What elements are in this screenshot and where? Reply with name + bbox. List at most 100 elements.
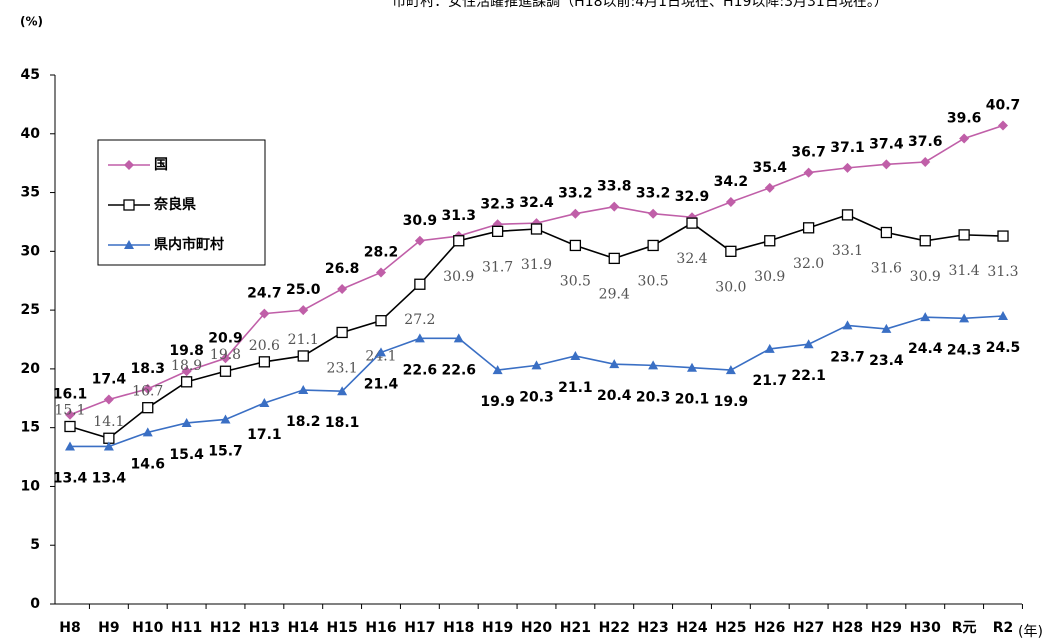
value-label: 32.4: [519, 195, 554, 211]
marker: [124, 240, 134, 249]
marker: [570, 208, 581, 219]
x-tick-label: H29: [871, 620, 902, 636]
marker: [220, 353, 231, 364]
value-label: 21.1: [558, 380, 593, 396]
x-tick-label: H16: [365, 620, 396, 636]
value-label: 17.1: [247, 427, 282, 443]
value-label: 31.9: [521, 257, 552, 273]
value-label: 23.1: [327, 360, 358, 376]
marker: [297, 350, 309, 362]
value-label: 15.1: [54, 402, 85, 418]
value-label: 19.8: [210, 347, 241, 363]
value-label: 33.2: [636, 186, 671, 202]
value-label: 24.5: [986, 340, 1021, 356]
marker: [103, 394, 114, 405]
marker: [686, 217, 698, 229]
value-label: 16.1: [53, 387, 88, 403]
marker: [609, 201, 620, 212]
y-tick-label: 40: [21, 126, 41, 142]
marker: [920, 312, 931, 322]
marker: [142, 402, 154, 414]
value-label: 24.7: [247, 286, 282, 302]
value-label: 15.7: [208, 443, 243, 459]
value-label: 32.4: [676, 251, 707, 267]
marker: [65, 441, 75, 451]
x-tick-label: H27: [793, 620, 824, 636]
marker: [376, 267, 386, 278]
value-label: 20.9: [208, 330, 243, 346]
marker: [298, 385, 309, 395]
x-tick-label: H11: [171, 620, 202, 636]
y-tick-label: 20: [21, 361, 41, 377]
chart-subtitle: 市町村：女性活躍推進課調（H18以前:4月1日現在、H19以降:3月31日現在。…: [392, 0, 888, 10]
x-tick-label: H24: [676, 620, 707, 636]
value-label: 31.3: [441, 208, 476, 224]
marker: [123, 199, 135, 211]
value-label: 33.2: [558, 186, 593, 202]
x-tick-label: H14: [288, 620, 319, 636]
value-label: 39.6: [947, 110, 982, 126]
marker: [842, 162, 853, 173]
marker: [336, 326, 348, 339]
x-unit: (年): [1018, 624, 1043, 640]
marker: [919, 235, 931, 247]
value-label: 31.6: [871, 261, 902, 277]
y-tick-label: 35: [21, 185, 40, 201]
marker: [531, 360, 542, 370]
value-label: 20.4: [597, 388, 632, 404]
marker: [414, 333, 425, 343]
value-label: 33.8: [597, 179, 632, 195]
marker: [648, 360, 659, 370]
value-label: 33.1: [832, 243, 863, 259]
marker: [570, 350, 581, 360]
value-label: 15.4: [169, 447, 204, 463]
marker: [764, 343, 775, 353]
value-label: 21.7: [752, 373, 787, 389]
marker: [142, 427, 153, 437]
x-tick-label: H15: [327, 620, 358, 636]
value-label: 30.5: [638, 273, 669, 289]
marker: [298, 305, 309, 316]
y-unit: (%): [20, 15, 43, 29]
marker: [959, 313, 970, 323]
marker: [648, 208, 659, 219]
x-tick-label: H21: [560, 620, 591, 636]
marker: [258, 356, 271, 368]
x-tick-label: R元: [952, 620, 977, 636]
marker: [259, 397, 270, 407]
value-label: 31.3: [987, 264, 1018, 280]
marker: [64, 420, 76, 433]
value-label: 14.6: [130, 456, 165, 472]
value-label: 22.6: [441, 362, 476, 378]
value-label: 32.0: [793, 256, 824, 272]
marker: [492, 365, 503, 375]
marker: [491, 225, 504, 237]
marker: [997, 230, 1009, 242]
value-label: 37.4: [869, 136, 904, 152]
y-tick-label: 10: [21, 478, 41, 494]
value-label: 34.2: [714, 174, 749, 190]
y-tick-label: 5: [30, 537, 40, 553]
marker: [453, 333, 464, 343]
value-label: 23.7: [830, 349, 865, 365]
marker: [764, 182, 775, 193]
value-label: 18.1: [325, 415, 360, 431]
value-label: 28.2: [364, 244, 399, 260]
value-label: 14.1: [93, 414, 124, 430]
value-label: 36.7: [791, 145, 826, 161]
value-label: 30.9: [443, 269, 474, 285]
marker: [725, 365, 736, 375]
marker: [881, 323, 892, 333]
x-tick-label: H25: [715, 620, 746, 636]
value-label: 23.4: [869, 353, 904, 369]
x-tick-label: H23: [638, 620, 669, 636]
value-label: 13.4: [53, 470, 88, 486]
value-label: 18.2: [286, 414, 321, 430]
x-tick-label: H30: [910, 620, 941, 636]
marker: [998, 310, 1008, 320]
value-label: 35.4: [752, 160, 787, 176]
x-tick-label: H26: [754, 620, 785, 636]
marker: [414, 235, 425, 246]
value-label: 37.1: [830, 140, 865, 156]
marker: [65, 409, 75, 420]
